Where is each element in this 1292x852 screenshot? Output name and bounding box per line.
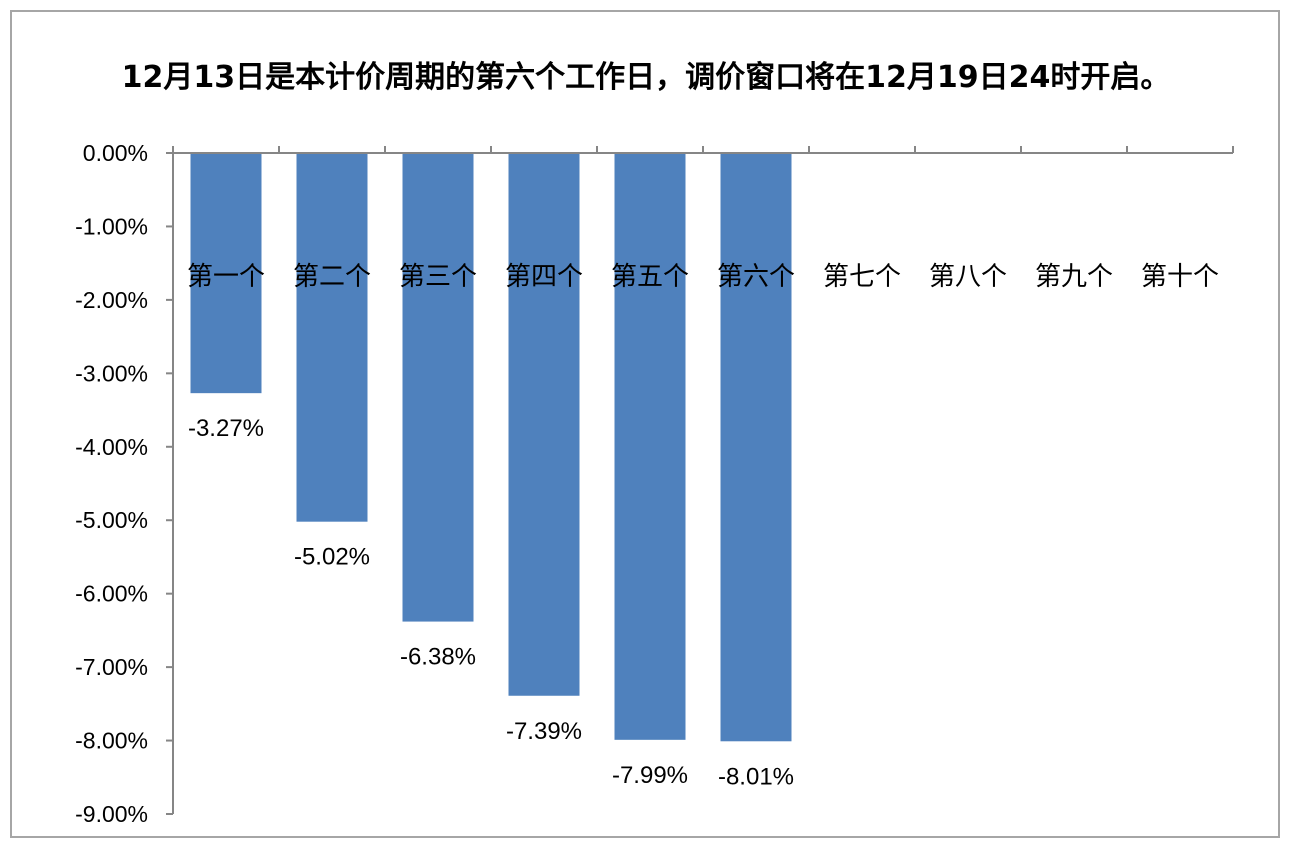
data-label: -7.99% bbox=[612, 762, 688, 789]
x-tick-label: 第二个 bbox=[293, 262, 371, 292]
bar bbox=[508, 153, 580, 696]
x-tick-label: 第六个 bbox=[717, 262, 795, 292]
data-label: -5.02% bbox=[294, 544, 370, 571]
y-tick-label: -3.00% bbox=[75, 360, 148, 386]
y-tick-label: -6.00% bbox=[75, 581, 148, 607]
x-tick-label: 第五个 bbox=[611, 262, 689, 292]
x-tick-label: 第四个 bbox=[505, 262, 583, 292]
y-tick-label: -8.00% bbox=[75, 728, 148, 754]
y-tick-label: -9.00% bbox=[75, 801, 148, 827]
bar bbox=[614, 153, 686, 740]
data-label: -8.01% bbox=[718, 763, 794, 790]
y-tick-label: 0.00% bbox=[83, 140, 148, 166]
y-tick-label: -7.00% bbox=[75, 654, 148, 680]
data-label: -7.39% bbox=[506, 718, 582, 745]
x-tick-label: 第八个 bbox=[929, 262, 1007, 292]
chart-title: 12月13日是本计价周期的第六个工作日，调价窗口将在12月19日24时开启。 bbox=[121, 60, 1171, 95]
x-tick-label: 第七个 bbox=[823, 262, 901, 292]
y-tick-label: -5.00% bbox=[75, 507, 148, 533]
bar bbox=[296, 153, 368, 522]
bar bbox=[402, 153, 474, 622]
bar bbox=[190, 153, 262, 394]
y-tick-label: -1.00% bbox=[75, 213, 148, 239]
x-tick-label: 第三个 bbox=[399, 262, 477, 292]
x-tick-label: 第一个 bbox=[187, 262, 265, 292]
y-tick-label: -2.00% bbox=[75, 287, 148, 313]
x-tick-label: 第九个 bbox=[1035, 262, 1113, 292]
data-label: -3.27% bbox=[188, 415, 264, 442]
data-label: -6.38% bbox=[400, 644, 476, 671]
x-tick-label: 第十个 bbox=[1141, 262, 1219, 292]
bar bbox=[720, 153, 792, 742]
y-tick-label: -4.00% bbox=[75, 434, 148, 460]
